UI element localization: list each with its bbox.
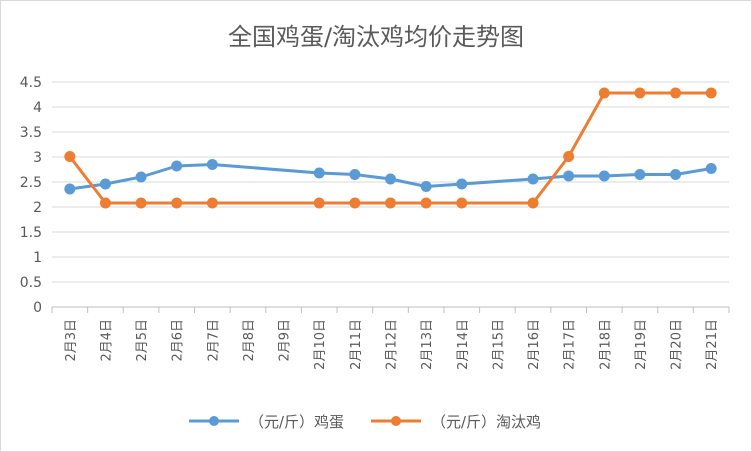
y-tick-label-3: 1.5 [20,225,42,241]
series-0-point-17 [670,169,682,180]
series-1-point-2 [135,197,147,209]
series-0-point-1 [99,178,111,190]
series-0-point-16 [634,169,646,180]
series-1-point-0 [64,151,76,162]
x-tick-label-1: 2月4日 [99,319,114,362]
series-line-0 [69,163,712,191]
series-1-point-13 [527,197,539,209]
series-1-point-9 [385,197,396,209]
series-1-point-16 [634,87,646,99]
legend-label-egg: （元/斤）鸡蛋 [249,412,345,431]
legend-label-hen: （元/斤）淘汰鸡 [431,412,542,431]
series-line-1 [68,91,712,205]
x-tick-label-4: 2月7日 [206,319,221,362]
x-tick-label-7: 2月10日 [313,319,328,370]
x-tick-label-9: 2月12日 [385,319,400,370]
y-tick-label-9: 4.5 [20,75,42,91]
x-tick-label-15: 2月18日 [598,319,613,370]
series-0-point-3 [171,160,183,172]
x-tick-label-6: 2月9日 [278,319,293,362]
x-tick-label-2: 2月5日 [135,319,150,362]
series-0-point-13 [527,173,539,185]
y-tick-label-8: 4 [33,100,42,116]
series-0-point-2 [135,171,147,183]
y-tick-label-4: 2 [33,200,42,216]
x-tick-label-3: 2月6日 [171,319,186,362]
y-tick-label-0: 0 [33,300,42,316]
series-1-point-15 [598,87,610,99]
legend-item-egg: （元/斤）鸡蛋 [187,409,344,433]
series-1-point-3 [171,197,183,209]
series-1-point-1 [99,197,111,209]
chart-title: 全国鸡蛋/淘汰鸡均价走势图 [227,23,525,51]
x-tick-label-17: 2月20日 [670,319,685,370]
series-0-point-18 [705,163,717,174]
x-tick-label-11: 2月14日 [456,319,471,370]
x-tick-label-10: 2月13日 [420,319,435,370]
x-tick-label-0: 2月3日 [64,319,79,362]
series-1-point-7 [313,197,325,209]
series-0-point-7 [313,167,325,179]
y-tick-label-6: 3 [33,150,42,166]
legend-marker-hen [371,416,421,426]
chart-legend: （元/斤）鸡蛋 （元/斤）淘汰鸡 [1,409,751,433]
series-0-point-0 [64,183,76,195]
series-0-point-4 [206,159,218,170]
series-1-point-14 [563,151,575,162]
y-tick-label-7: 3.5 [20,125,42,141]
y-tick-label-2: 1 [33,250,42,266]
legend-marker-egg [189,416,239,426]
series-0-point-10 [420,181,432,192]
x-tick-label-14: 2月17日 [563,319,578,370]
legend-item-hen: （元/斤）淘汰鸡 [369,409,541,433]
y-tick-label-1: 0.5 [20,275,42,291]
series-0-point-14 [563,170,575,182]
x-tick-label-16: 2月19日 [634,319,649,370]
series-1-point-10 [420,197,432,209]
x-tick-label-13: 2月16日 [527,319,542,370]
series-0-point-11 [456,178,468,190]
series-0-point-8 [349,169,361,180]
series-1-point-18 [705,87,717,99]
series-1-point-11 [456,197,468,209]
y-tick-label-5: 2.5 [20,175,42,191]
series-0-point-9 [385,173,396,185]
series-1-point-17 [670,87,682,99]
x-tick-label-5: 2月8日 [242,319,257,362]
series-1-point-4 [206,197,218,209]
x-tick-label-12: 2月15日 [491,319,506,370]
series-1-point-8 [349,197,361,209]
x-tick-label-8: 2月11日 [349,319,364,370]
series-0-point-15 [598,170,610,182]
x-tick-label-18: 2月21日 [705,319,720,370]
